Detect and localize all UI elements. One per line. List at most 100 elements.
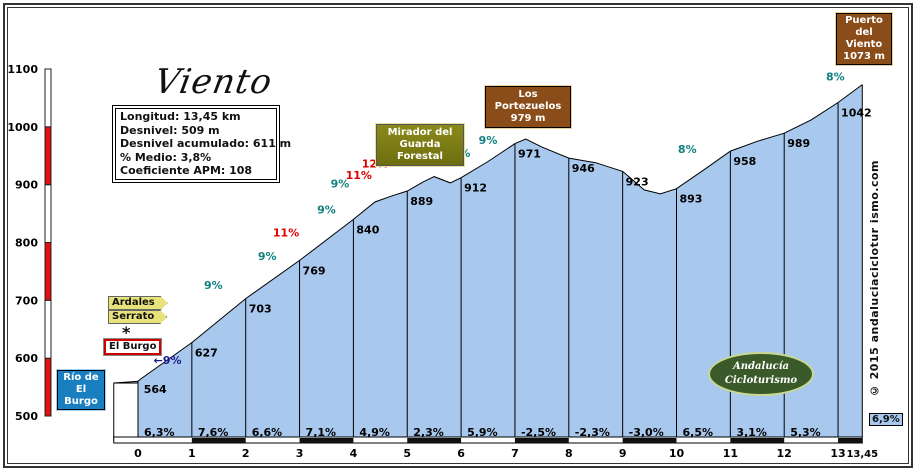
- ramp-slope-label: 8%: [678, 143, 697, 156]
- y-tick-label: 900: [15, 179, 38, 192]
- segment-slope-label: 2,3%: [413, 426, 444, 439]
- ramp-slope-label: 11%: [346, 169, 372, 182]
- scale-band: [44, 242, 52, 301]
- km-elevation-label: 971: [518, 148, 541, 161]
- km-bar-segment: [191, 438, 246, 443]
- x-tick-label: 3: [296, 447, 304, 460]
- km-bar-segment: [514, 438, 569, 443]
- ramp-slope-label: 11%: [273, 227, 299, 240]
- km-elevation-label: 564: [144, 383, 167, 396]
- x-tick-label: 9: [619, 447, 627, 460]
- ramp-slope-label: 9%: [204, 279, 223, 292]
- x-tick-label: 8: [565, 447, 573, 460]
- x-tick-label: 0: [134, 447, 142, 460]
- x-tick-label: 7: [511, 447, 519, 460]
- scale-band: [44, 299, 52, 359]
- x-tick-label: 12: [777, 447, 792, 460]
- info-length: Longitud: 13,45 km: [120, 110, 241, 123]
- km-elevation-label: 703: [249, 303, 272, 316]
- km-elevation-label: 923: [626, 175, 649, 188]
- y-tick-label: 1000: [7, 121, 38, 134]
- portezuelos-sign-line: 979 m: [510, 113, 546, 124]
- ramp-slope-label: ←9%: [154, 354, 182, 367]
- segment-slope-label: 6,5%: [683, 426, 714, 439]
- km-elevation-label: 1042: [841, 107, 872, 120]
- ramp-slope-label: 8%: [826, 71, 845, 84]
- puerto-sign: Puerto del Viento 1073 m: [835, 12, 893, 66]
- logo-line: Andalucía: [733, 361, 789, 372]
- profile-line: [113, 84, 863, 384]
- km-elevation-label: 946: [572, 162, 595, 175]
- km-bar-segment: [299, 438, 354, 443]
- town-sign: El Burgo: [102, 338, 163, 356]
- segment-slope-label: 5,9%: [467, 426, 498, 439]
- y-tick-label: 700: [15, 294, 38, 307]
- scale-band: [44, 126, 52, 186]
- x-tick-label: 13,45: [846, 449, 878, 460]
- info-apm: Coeficiente APM: 108: [120, 164, 253, 177]
- segment-slope-label: 5,3%: [790, 426, 821, 439]
- direction-sign-ardales: Ardales: [108, 296, 168, 310]
- y-tick-label: 1100: [7, 63, 38, 76]
- ramp-slope-label: 9%: [331, 178, 350, 191]
- start-sign: Río de El Burgo: [56, 369, 106, 411]
- x-tick-label: 13: [830, 447, 845, 460]
- chart-title: Viento: [151, 62, 276, 102]
- km-elevation-label: 769: [303, 264, 326, 277]
- km-elevation-label: 889: [410, 195, 433, 208]
- info-elevation-gain: Desnivel: 509 m: [120, 123, 220, 137]
- segment-slope-label: 6,6%: [252, 426, 283, 439]
- y-tick-label: 800: [15, 237, 38, 250]
- km-bar-segment: [407, 438, 462, 443]
- x-tick-label: 1: [188, 447, 196, 460]
- copyright: © 2015 andaluciaciclotur ismo.com: [868, 160, 881, 398]
- junction-icon: *: [122, 323, 131, 342]
- puerto-sign-line: Viento: [845, 39, 883, 50]
- brand-logo: Andalucía Cicloturismo: [708, 352, 814, 396]
- km-elevation-label: 989: [787, 137, 810, 150]
- km-elevation-label: 893: [680, 193, 703, 206]
- mirador-sign-line: Guarda Forestal: [397, 139, 443, 162]
- ramp-slope-label: 9%: [317, 204, 336, 217]
- km-bar-segment: [622, 438, 677, 443]
- scale-band: [44, 184, 52, 244]
- segment-slope-label: -2,3%: [575, 426, 610, 439]
- km-elevation-label: 840: [356, 223, 379, 236]
- scale-band: [44, 68, 52, 128]
- info-average-slope: % Medio: 3,8%: [120, 150, 212, 164]
- x-tick-label: 4: [350, 447, 358, 460]
- info-cumulative-gain: Desnivel acumulado: 611 m: [120, 137, 292, 150]
- segment-slope-label: 6,3%: [144, 426, 175, 439]
- y-tick-label: 500: [15, 410, 38, 423]
- segment-slope-label: 3,1%: [736, 426, 767, 439]
- km-elevation-label: 627: [195, 347, 218, 360]
- ramp-slope-label: 9%: [258, 250, 277, 263]
- mirador-sign: Mirador del Guarda Forestal: [375, 123, 465, 167]
- info-box: Longitud: 13,45 km Desnivel: 509 m Desni…: [112, 105, 292, 183]
- segment-slope-label: 7,1%: [306, 426, 337, 439]
- km-bar-segment: [838, 438, 863, 443]
- x-tick-label: 2: [242, 447, 250, 460]
- total-slope-badge: 6,9%: [869, 413, 903, 426]
- direction-sign-serrato: Serrato: [108, 310, 168, 324]
- km-bar-segment: [730, 438, 785, 443]
- scale-band: [44, 357, 52, 417]
- segment-slope-label: 4,9%: [359, 426, 390, 439]
- start-sign-line: El Burgo: [64, 384, 98, 407]
- mirador-sign-line: Mirador del: [387, 127, 453, 138]
- puerto-sign-line: Puerto del: [845, 15, 883, 38]
- km-elevation-label: 912: [464, 182, 487, 195]
- x-tick-label: 10: [669, 447, 685, 460]
- pre-start-area: [113, 382, 139, 441]
- segment-slope-label: -2,5%: [521, 426, 556, 439]
- profile-area: [113, 84, 863, 440]
- y-tick-label: 600: [15, 352, 38, 365]
- x-tick-label: 6: [457, 447, 465, 460]
- chart-frame: [3, 3, 913, 468]
- start-sign-line: Río de: [63, 372, 99, 383]
- km-elevation-label: 958: [733, 155, 756, 168]
- portezuelos-sign: Los Portezuelos 979 m: [484, 85, 572, 129]
- segment-slope-label: 7,6%: [198, 426, 229, 439]
- puerto-sign-line: 1073 m: [843, 51, 885, 62]
- ramp-slope-label: 9%: [479, 134, 498, 147]
